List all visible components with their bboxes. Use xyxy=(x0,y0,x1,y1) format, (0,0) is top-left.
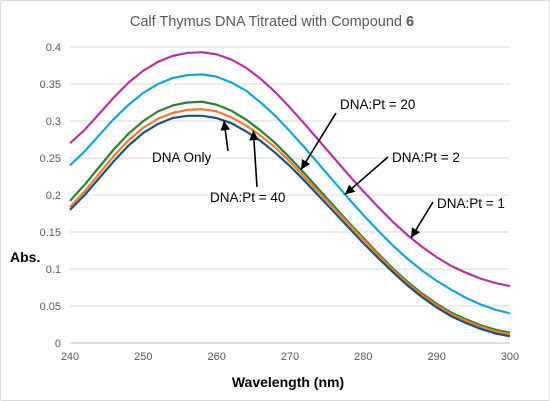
annotation-label: DNA:Pt = 40 xyxy=(210,190,285,205)
x-axis-label: Wavelength (nm) xyxy=(232,374,344,390)
annotation-arrow xyxy=(300,112,337,171)
x-tick-label: 300 xyxy=(501,351,519,363)
x-tick-label: 270 xyxy=(281,351,299,363)
x-axis-ticks: 240 250 260 270 280 290 300 xyxy=(61,351,519,363)
series-lines xyxy=(69,51,511,338)
gridlines xyxy=(70,46,510,344)
y-axis-ticks: 0 0.05 0.1 0.15 0.2 0.25 0.3 0.35 0.4 xyxy=(40,42,61,350)
y-axis-label: Abs. xyxy=(10,249,40,265)
series-line-dna-pt-40 xyxy=(69,108,511,336)
chart-title-text: Calf Thymus DNA Titrated with Compound xyxy=(130,14,402,30)
y-tick-label: 0 xyxy=(55,338,61,350)
y-tick-label: 0.3 xyxy=(46,116,61,128)
annotation-arrow xyxy=(410,201,434,239)
y-tick-label: 0.2 xyxy=(46,190,61,202)
x-tick-label: 240 xyxy=(61,351,79,363)
series-line-dna-pt-20 xyxy=(69,100,511,334)
y-tick-label: 0.15 xyxy=(40,227,61,239)
annotation-arrow xyxy=(344,156,389,196)
annotation-arrow xyxy=(249,130,259,188)
chart-title-compound: 6 xyxy=(406,14,414,30)
annotation-label: DNA:Pt = 1 xyxy=(437,196,505,211)
chart-title: Calf Thymus DNA Titrated with Compound 6 xyxy=(130,14,414,30)
annotations: DNA:Pt = 20 DNA:Pt = 2 DNA:Pt = 1 DNA Only D… xyxy=(152,97,505,239)
annotation-arrow xyxy=(220,120,231,152)
x-tick-label: 250 xyxy=(134,351,152,363)
x-tick-label: 260 xyxy=(207,351,225,363)
annotation-label: DNA:Pt = 2 xyxy=(392,150,460,165)
series-line-dna-pt-1 xyxy=(69,51,511,288)
y-tick-label: 0.1 xyxy=(46,264,61,276)
x-tick-label: 290 xyxy=(427,351,445,363)
series-line-dna-pt-2 xyxy=(69,73,511,315)
annotation-label: DNA Only xyxy=(152,150,212,165)
annotation-label: DNA:Pt = 20 xyxy=(340,97,415,112)
y-tick-label: 0.25 xyxy=(40,153,61,165)
y-tick-label: 0.4 xyxy=(46,42,61,54)
y-tick-label: 0.35 xyxy=(40,79,61,91)
series-line-dna-only xyxy=(69,114,511,338)
x-tick-label: 280 xyxy=(354,351,372,363)
y-tick-label: 0.05 xyxy=(40,301,61,313)
